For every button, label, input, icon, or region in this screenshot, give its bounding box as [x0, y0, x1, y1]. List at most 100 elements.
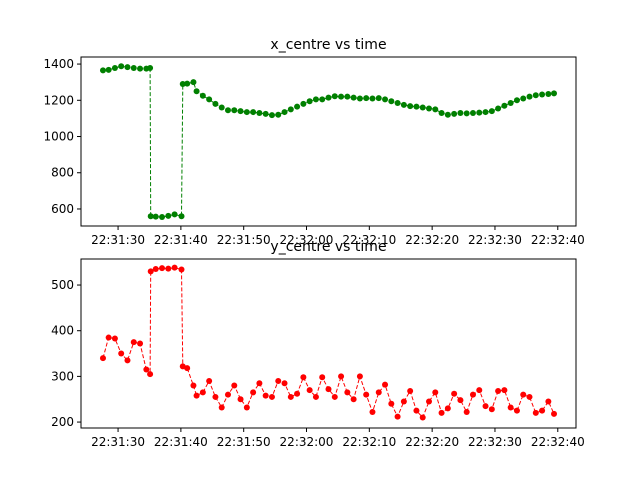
data-point [488, 406, 495, 413]
data-point [147, 65, 154, 72]
x-tick-label: 22:31:30 [91, 233, 145, 247]
data-point [545, 398, 552, 405]
data-point [507, 404, 514, 411]
data-point [369, 409, 376, 416]
data-point [476, 387, 483, 394]
data-point [118, 63, 125, 70]
data-point [432, 389, 439, 396]
data-point [363, 95, 370, 102]
data-point [319, 374, 326, 381]
data-point [325, 386, 332, 393]
data-point [250, 389, 257, 396]
data-point [294, 103, 301, 110]
data-point [281, 380, 288, 387]
data-point [350, 94, 357, 101]
data-point [363, 391, 370, 398]
data-point [513, 97, 520, 104]
y-tick-label: 300 [51, 369, 74, 383]
data-point [344, 389, 351, 396]
data-point [218, 404, 225, 411]
data-point [212, 100, 219, 107]
data-point [111, 65, 118, 72]
data-point [231, 107, 238, 114]
data-point [545, 90, 552, 97]
data-point [388, 400, 395, 407]
data-point [312, 393, 319, 400]
data-point [184, 365, 191, 372]
y-tick-label: 1200 [43, 93, 74, 107]
data-point [306, 387, 313, 394]
data-point [111, 335, 118, 342]
data-point [171, 211, 178, 218]
y-tick-label: 200 [51, 415, 74, 429]
data-point [331, 93, 338, 100]
data-point [463, 409, 470, 416]
data-point [178, 266, 185, 273]
data-point [190, 79, 197, 86]
data-point [199, 389, 206, 396]
data-point [526, 93, 533, 100]
data-point [501, 102, 508, 109]
data-point [137, 340, 144, 347]
x-tick-label: 22:32:40 [531, 435, 585, 449]
data-point [306, 98, 313, 105]
data-point [243, 404, 250, 411]
data-point [476, 109, 483, 116]
data-point [105, 66, 112, 73]
x-tick-label: 22:32:10 [342, 233, 396, 247]
data-point [331, 393, 338, 400]
data-point [287, 106, 294, 113]
data-point [469, 391, 476, 398]
data-point [300, 100, 307, 107]
data-point [287, 393, 294, 400]
data-point [124, 357, 131, 364]
data-point [394, 413, 401, 420]
data-point [382, 381, 389, 388]
data-point [539, 91, 546, 98]
data-point [495, 388, 502, 395]
x-tick-label: 22:31:30 [91, 435, 145, 449]
data-point [356, 373, 363, 380]
data-point [482, 109, 489, 116]
data-point [268, 393, 275, 400]
data-point [394, 100, 401, 107]
data-point [184, 80, 191, 87]
x-tick-label: 22:32:10 [342, 435, 396, 449]
data-point [413, 103, 420, 110]
data-point [199, 92, 206, 99]
axes-frame [80, 258, 577, 429]
data-point [193, 392, 200, 399]
data-point [206, 377, 213, 384]
data-point [147, 371, 154, 378]
data-point [206, 96, 213, 103]
data-point [99, 67, 106, 74]
data-point [532, 92, 539, 99]
data-point [350, 396, 357, 403]
y-tick-label: 600 [51, 202, 74, 216]
x-tick-label: 22:32:20 [405, 233, 459, 247]
data-point [294, 390, 301, 397]
x-tick-label: 22:32:00 [280, 233, 334, 247]
data-point [137, 65, 144, 72]
series-line [102, 267, 555, 419]
data-point [243, 109, 250, 116]
x-tick-label: 22:32:20 [405, 435, 459, 449]
data-point [432, 106, 439, 113]
data-point [256, 109, 263, 116]
data-point [488, 108, 495, 115]
data-point [165, 265, 172, 272]
data-point [551, 90, 558, 97]
data-point [179, 80, 186, 87]
data-point [407, 388, 414, 395]
data-point [152, 213, 159, 220]
data-point [520, 391, 527, 398]
data-point [250, 109, 257, 116]
data-point [451, 110, 458, 117]
data-point [212, 393, 219, 400]
data-point [262, 392, 269, 399]
data-point [469, 109, 476, 116]
data-point [152, 266, 159, 273]
data-point [178, 213, 185, 220]
data-point [143, 366, 150, 373]
data-point [193, 88, 200, 95]
